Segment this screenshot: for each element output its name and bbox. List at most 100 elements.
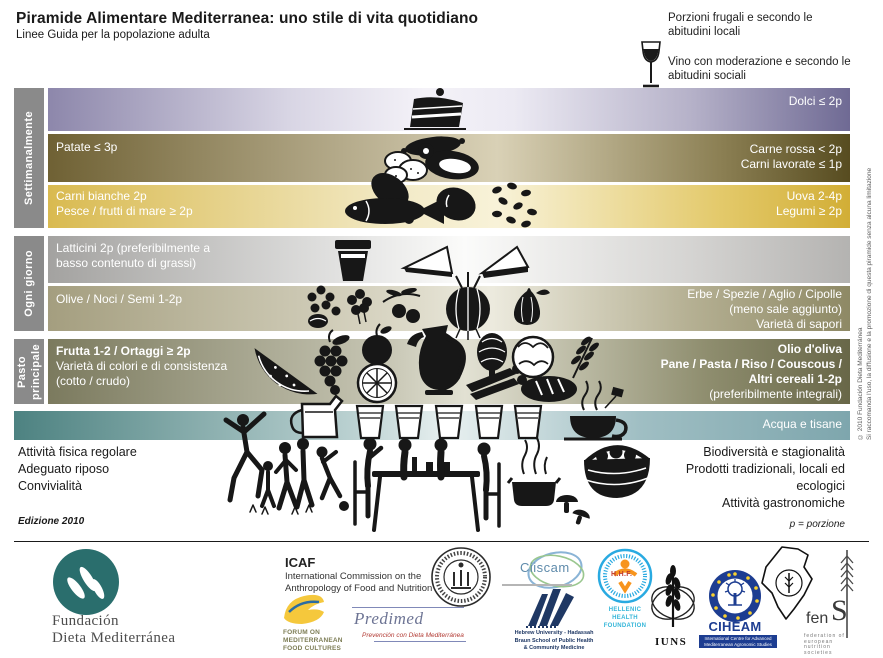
icaf-logo-abbr: ICAF [285, 555, 316, 570]
fdm-name-line-1: Fundación [52, 613, 119, 629]
cooking-pot-icon [506, 437, 562, 506]
traditional-products-line-2: ecologici [796, 479, 845, 493]
cereals-line: Altri cereali 1-2p [748, 372, 842, 386]
ciheam-banner-line-1: International Centre for Advanced [704, 636, 772, 641]
main-meal-line-1: Pasto [16, 355, 28, 388]
forum-med-food-cultures-logo-icon [283, 592, 325, 627]
page-title: Piramide Alimentare Mediterranea: uno st… [16, 10, 479, 27]
lifestyle-notes: Attività fisica regolare Adeguato riposo… [18, 444, 137, 495]
fens-logo-s: S [831, 594, 848, 627]
icaf-logo-desc: International Commission on the Anthropo… [285, 571, 432, 595]
band-fruit-vegetables-cereals: Frutta 1-2 / Ortaggi ≥ 2p Varietà di col… [48, 339, 850, 404]
page-subtitle: Linee Guida per la popolazione adulta [16, 29, 210, 41]
dairy-line-1: Latticini 2p (preferibilmente a [56, 241, 211, 255]
fens-line-3: nutrition [804, 644, 831, 650]
hhf-logo-abbr: H.H.F. [611, 571, 633, 578]
hhf-line-3: FOUNDATION [603, 623, 647, 629]
white-meat-line: Carni bianche 2p [56, 189, 147, 203]
hhf-logo-icon [597, 548, 653, 604]
wine-note: Vino con moderazione e secondo le abitud… [668, 56, 851, 82]
forum-med-food-cultures-label: FORUM ON MEDITERRANEAN FOOD CULTURES [283, 629, 343, 653]
fens-line-2: european [804, 638, 834, 645]
ciiscam-logo-subtext [502, 584, 572, 586]
ciiscam-logo-name: Ciiscam [520, 560, 570, 575]
hebrew-line-3: & Community Medicine [523, 645, 585, 651]
products-notes: Biodiversità e stagionalità Prodotti tra… [686, 444, 845, 512]
hebrew-line-2: Braun School of Public Health [514, 637, 594, 644]
hebrew-university-label: Hebrew University - Hadassah Braun Schoo… [505, 630, 603, 653]
bread-pasta-line: Pane / Pasta / Riso / Couscous / [660, 357, 842, 371]
sweets-right-label: Dolci ≤ 2p [788, 94, 842, 108]
band-white-meat-fish: Carni bianche 2p Pesce / frutti di mare … [48, 185, 850, 228]
fens-wheat-icon [838, 550, 858, 640]
eggs-line: Uova 2-4p [786, 189, 842, 203]
herbs-spices-labels: Erbe / Spezie / Aglio / Cipolle (meno sa… [687, 287, 842, 332]
olives-nuts-label: Olive / Noci / Semi 1-2p [56, 292, 183, 306]
band-dairy: Latticini 2p (preferibilmente a basso co… [48, 236, 850, 283]
forum-line-3: FOOD CULTURES [283, 645, 342, 652]
fdm-logo-icon [52, 548, 120, 616]
dairy-labels: Latticini 2p (preferibilmente a basso co… [56, 241, 210, 271]
ciheam-logo-icon [708, 569, 762, 623]
band-water: Acqua e tisane [14, 411, 850, 440]
portion-abbreviation-note: p = porzione [789, 519, 845, 530]
fish-line: Pesce / frutti di mare ≥ 2p [56, 204, 193, 218]
legumes-line: Legumi ≥ 2p [776, 204, 842, 218]
section-label-daily: Ogni giorno [23, 250, 35, 317]
water-label: Acqua e tisane [762, 417, 842, 431]
fens-line-4: societies [804, 649, 833, 656]
predimed-rule-bottom [374, 641, 466, 642]
copyright-line: © 2010 Fundación Dieta Mediterránea [857, 327, 864, 440]
section-label-weekly: Settimanalmente [23, 110, 35, 206]
hhf-line-2: HEALTH [612, 615, 638, 621]
ciheam-logo-name: CIHEAM [708, 619, 762, 634]
diffusion-line: Si raccomanda l'uso, la diffusione e la … [866, 167, 873, 440]
section-bar-main-meal: Pasto principale [14, 339, 44, 404]
oil-cereals-labels: Olio d'oliva Pane / Pasta / Riso / Cousc… [661, 342, 842, 402]
harvest-basket-icon [584, 445, 650, 498]
hhf-line-1: HELLENIC [608, 607, 642, 613]
fruit-veg-line: Frutta 1-2 / Ortaggi ≥ 2p [56, 344, 191, 358]
iuns-logo-icon [648, 565, 698, 635]
variety-line: Varietà di colori e di consistenza [56, 359, 228, 373]
section-bar-daily: Ogni giorno [14, 236, 44, 331]
processed-meat-line: Carni lavorate ≤ 1p [740, 157, 842, 171]
section-label-main-meal: Pasto principale [15, 344, 43, 400]
salt-line: (meno sale aggiunto) [729, 302, 842, 316]
fdm-name-line-2: Dieta Mediterránea [52, 630, 176, 646]
fanus-africa-logo-icon [752, 545, 816, 623]
iuns-logo-name: IUNS [655, 636, 688, 648]
hebrew-university-logo-icon [524, 588, 580, 628]
fens-logo-prefix: fen [806, 610, 829, 627]
herbs-line: Erbe / Spezie / Aglio / Cipolle [687, 287, 842, 301]
potatoes-label: Patate ≤ 3p [56, 140, 118, 154]
white-meat-labels: Carni bianche 2p Pesce / frutti di mare … [56, 189, 193, 219]
wine-glass-icon [639, 41, 663, 89]
mushrooms-icon [556, 495, 590, 525]
hhf-logo-label: HELLENIC HEALTH FOUNDATION [595, 606, 655, 630]
predimed-logo-name: Predimed [354, 609, 424, 628]
predimed-logo-sub: Prevención con Dieta Mediterránea [362, 632, 464, 639]
biodiversity-line: Biodiversità e stagionalità [703, 445, 845, 459]
wholegrain-line: (preferibilmente integrali) [709, 387, 842, 401]
red-meat-line: Carne rossa < 2p [749, 142, 842, 156]
dining-people-icon [353, 437, 501, 532]
rest-line: Adeguato riposo [18, 462, 110, 476]
red-meat-labels: Carne rossa < 2p Carni lavorate ≤ 1p [741, 142, 842, 172]
gastronomy-line: Attività gastronomiche [722, 496, 845, 510]
forum-line-2: MEDITERRANEAN [283, 637, 343, 644]
univpm-seal-icon [430, 546, 492, 608]
band-sweets: Dolci ≤ 2p [48, 88, 850, 131]
eggs-legumes-labels: Uova 2-4p Legumi ≥ 2p [776, 189, 842, 219]
fdm-logo-name: Fundación Dieta Mediterránea [52, 613, 175, 647]
footer-divider [14, 541, 869, 542]
ciheam-logo-banner: International Centre for Advanced Medite… [699, 635, 777, 648]
traditional-products-line-1: Prodotti tradizionali, locali ed [685, 462, 845, 476]
portions-note: Porzioni frugali e secondo le abitudini … [668, 12, 813, 38]
predimed-rule-top [352, 607, 464, 608]
cooked-raw-line: (cotto / crudo) [56, 374, 131, 388]
forum-line-1: FORUM ON [283, 629, 320, 636]
main-meal-line-2: principale [30, 343, 42, 400]
flavours-line: Varietà di sapori [756, 317, 842, 331]
